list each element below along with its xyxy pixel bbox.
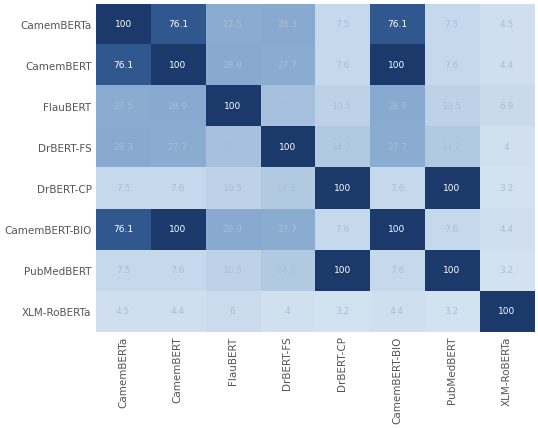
Text: 7.6: 7.6 bbox=[171, 184, 185, 193]
Text: 7.5: 7.5 bbox=[116, 266, 130, 275]
Text: 76.1: 76.1 bbox=[113, 61, 133, 70]
Text: 7.5: 7.5 bbox=[335, 20, 349, 29]
Text: 3.2: 3.2 bbox=[444, 307, 459, 316]
Text: 27.5: 27.5 bbox=[223, 20, 243, 29]
Text: 7.6: 7.6 bbox=[444, 225, 459, 234]
Text: 27.7: 27.7 bbox=[168, 143, 188, 152]
Text: 100: 100 bbox=[388, 225, 406, 234]
Text: 4.4: 4.4 bbox=[499, 61, 513, 70]
Text: 18.1: 18.1 bbox=[223, 143, 243, 152]
Text: 10.5: 10.5 bbox=[332, 102, 352, 111]
Text: 10.5: 10.5 bbox=[223, 184, 243, 193]
Text: 6: 6 bbox=[230, 307, 236, 316]
Text: 28.3: 28.3 bbox=[278, 20, 298, 29]
Text: 28.3: 28.3 bbox=[113, 143, 133, 152]
Text: 76.1: 76.1 bbox=[168, 20, 188, 29]
Text: 7.6: 7.6 bbox=[444, 61, 459, 70]
Text: 18.1: 18.1 bbox=[277, 102, 298, 111]
Text: 4.5: 4.5 bbox=[499, 20, 514, 29]
Text: 4.5: 4.5 bbox=[116, 307, 130, 316]
Text: 28.9: 28.9 bbox=[387, 102, 407, 111]
Text: 3.2: 3.2 bbox=[499, 184, 514, 193]
Text: 7.6: 7.6 bbox=[390, 184, 404, 193]
Text: 7.6: 7.6 bbox=[335, 225, 349, 234]
Text: 6.9: 6.9 bbox=[499, 102, 514, 111]
Text: 10.5: 10.5 bbox=[223, 266, 243, 275]
Text: 27.7: 27.7 bbox=[387, 143, 407, 152]
Text: 100: 100 bbox=[443, 266, 461, 275]
Text: 14.2: 14.2 bbox=[332, 143, 352, 152]
Text: 100: 100 bbox=[279, 143, 296, 152]
Text: 4: 4 bbox=[285, 307, 290, 316]
Text: 14.2: 14.2 bbox=[442, 143, 462, 152]
Text: 7.5: 7.5 bbox=[444, 20, 459, 29]
Text: 28.9: 28.9 bbox=[223, 225, 243, 234]
Text: 28.9: 28.9 bbox=[223, 61, 243, 70]
Text: 100: 100 bbox=[498, 307, 515, 316]
Text: 28.9: 28.9 bbox=[168, 102, 188, 111]
Text: 4.4: 4.4 bbox=[499, 225, 513, 234]
Text: 76.1: 76.1 bbox=[387, 20, 407, 29]
Text: 7.6: 7.6 bbox=[335, 61, 349, 70]
Text: 4.4: 4.4 bbox=[390, 307, 404, 316]
Text: 3.2: 3.2 bbox=[499, 266, 514, 275]
Text: 100: 100 bbox=[224, 102, 241, 111]
Text: 4: 4 bbox=[504, 143, 509, 152]
Text: 14.2: 14.2 bbox=[278, 184, 298, 193]
Text: 10.5: 10.5 bbox=[442, 102, 462, 111]
Text: 7.6: 7.6 bbox=[390, 266, 404, 275]
Text: 76.1: 76.1 bbox=[113, 225, 133, 234]
Text: 100: 100 bbox=[334, 184, 351, 193]
Text: 7.5: 7.5 bbox=[116, 184, 130, 193]
Text: 27.7: 27.7 bbox=[278, 61, 298, 70]
Text: 100: 100 bbox=[115, 20, 132, 29]
Text: 4.4: 4.4 bbox=[171, 307, 185, 316]
Text: 3.2: 3.2 bbox=[335, 307, 349, 316]
Text: 27.5: 27.5 bbox=[113, 102, 133, 111]
Text: 100: 100 bbox=[169, 61, 187, 70]
Text: 100: 100 bbox=[443, 184, 461, 193]
Text: 14.2: 14.2 bbox=[278, 266, 298, 275]
Text: 100: 100 bbox=[169, 225, 187, 234]
Text: 27.7: 27.7 bbox=[278, 225, 298, 234]
Text: 100: 100 bbox=[334, 266, 351, 275]
Text: 7.6: 7.6 bbox=[171, 266, 185, 275]
Text: 100: 100 bbox=[388, 61, 406, 70]
